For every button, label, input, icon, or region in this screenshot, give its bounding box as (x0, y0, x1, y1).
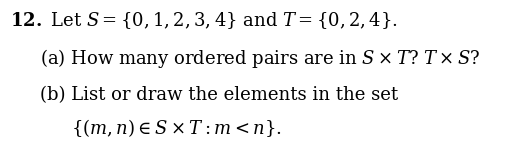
Text: $\{(m, n) \in S \times T : m < n\}.$: $\{(m, n) \in S \times T : m < n\}.$ (71, 117, 282, 139)
Text: (a) How many ordered pairs are in $S \times T$? $T \times S$?: (a) How many ordered pairs are in $S \ti… (40, 47, 480, 70)
Text: (b) List or draw the elements in the set: (b) List or draw the elements in the set (40, 86, 398, 104)
Text: $\mathbf{12.}$ Let $S = \{0, 1, 2, 3, 4\}$ and $T = \{0, 2, 4\}.$: $\mathbf{12.}$ Let $S = \{0, 1, 2, 3, 4\… (10, 10, 398, 31)
